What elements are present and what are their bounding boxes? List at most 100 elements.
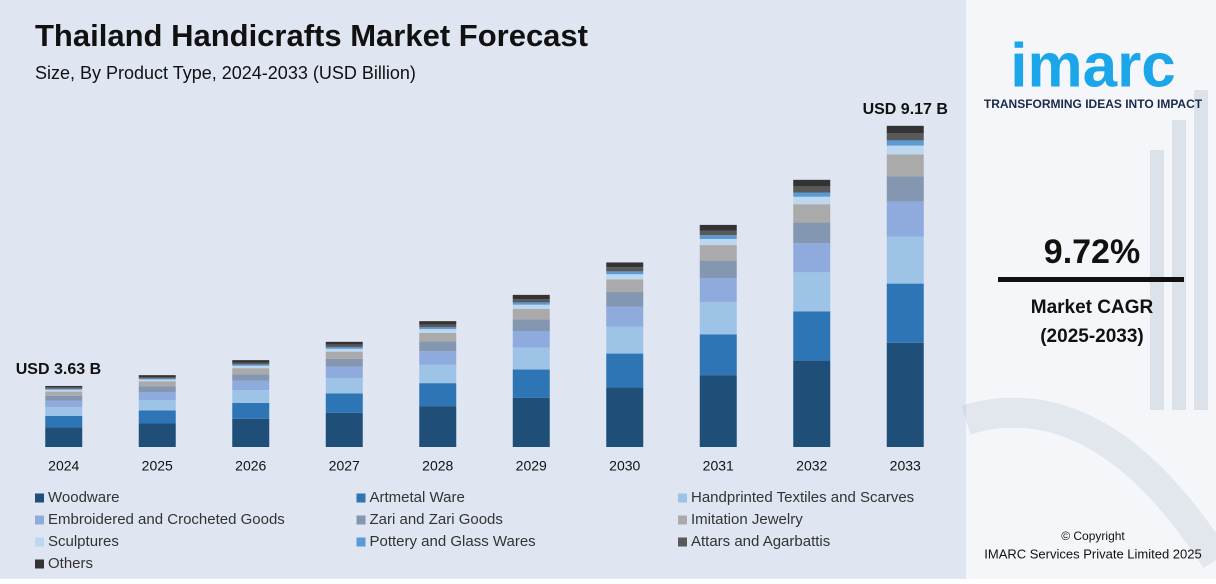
- bar-segment: [512, 299, 550, 303]
- bar-segment: [699, 230, 737, 236]
- bar-segment: [45, 391, 83, 396]
- bar-segment: [419, 324, 457, 328]
- bar-segment: [699, 238, 737, 246]
- bar-segment: [419, 329, 457, 333]
- bar-segment: [45, 385, 83, 388]
- bar-segment: [512, 304, 550, 309]
- bar-segment: [45, 389, 83, 392]
- x-tick-label: 2025: [142, 458, 173, 474]
- legend-label: Embroidered and Crocheted Goods: [48, 511, 285, 528]
- bar-segment: [606, 262, 644, 268]
- legend-label: Attars and Agarbattis: [691, 533, 830, 550]
- bar-segment: [138, 386, 176, 393]
- legend-swatch: [678, 537, 687, 547]
- bar-segment: [419, 383, 457, 407]
- bar-segment: [606, 306, 644, 327]
- bar-segment: [232, 380, 270, 391]
- bar-segment: [419, 364, 457, 384]
- bar-segment: [886, 125, 924, 134]
- bar-segment: [793, 360, 831, 447]
- copyright: © Copyright: [1061, 529, 1125, 543]
- bar-segment: [606, 292, 644, 307]
- bar-segment: [793, 243, 831, 273]
- bar-segment: [699, 245, 737, 261]
- bar-segment: [138, 377, 176, 379]
- bar-segment: [325, 341, 363, 345]
- bar-segment: [886, 154, 924, 177]
- legend-label: Zari and Zari Goods: [370, 511, 503, 528]
- bar-segment: [232, 368, 270, 375]
- bar-segment: [45, 387, 83, 389]
- bar-segment: [325, 366, 363, 378]
- legend-label: Pottery and Glass Wares: [370, 533, 536, 550]
- x-tick-label: 2032: [796, 458, 827, 474]
- legend-swatch: [356, 493, 366, 503]
- bar-segment: [793, 272, 831, 312]
- cagr-period: (2025-2033): [1040, 326, 1144, 347]
- bar-segment: [886, 236, 924, 284]
- legend-swatch: [356, 515, 366, 525]
- bar-segment: [699, 235, 737, 239]
- bar-segment: [793, 204, 831, 223]
- bar-segment: [232, 418, 270, 447]
- bar-segment: [325, 393, 363, 413]
- bar-segment: [886, 176, 924, 202]
- bar-segment: [512, 308, 550, 320]
- bar-segment: [138, 392, 176, 401]
- bar-segment: [138, 423, 176, 447]
- legend-label: Sculptures: [48, 533, 119, 550]
- bar-segment: [793, 186, 831, 193]
- bar-segment: [232, 360, 270, 363]
- bar-segment: [512, 294, 550, 300]
- bar-segment: [793, 192, 831, 197]
- bar-segment: [419, 327, 457, 330]
- legend-label: Imitation Jewelry: [691, 511, 803, 528]
- legend-label: Woodware: [48, 489, 119, 506]
- bar-segment: [419, 406, 457, 447]
- cagr-value: 9.72%: [1044, 233, 1140, 271]
- bar-segment: [45, 400, 83, 408]
- bar-segment: [886, 342, 924, 447]
- legend-swatch: [35, 515, 44, 525]
- bar-segment: [793, 179, 831, 187]
- bar-segment: [138, 381, 176, 387]
- bar-segment: [886, 283, 924, 343]
- bar-segment: [699, 224, 737, 231]
- bar-segment: [606, 267, 644, 272]
- total-label: USD 9.17 B: [863, 101, 948, 118]
- bar-segment: [886, 201, 924, 237]
- legend-swatch: [35, 493, 44, 503]
- legend-label: Handprinted Textiles and Scarves: [691, 489, 914, 506]
- bar-segment: [232, 364, 270, 366]
- bar-segment: [325, 344, 363, 347]
- x-tick-label: 2030: [609, 458, 640, 474]
- logo: imarc: [1010, 31, 1175, 100]
- bar-segment: [138, 375, 176, 378]
- bar-segment: [419, 332, 457, 342]
- legend-swatch: [35, 559, 44, 569]
- tagline: TRANSFORMING IDEAS INTO IMPACT: [984, 97, 1203, 111]
- side-panel: [966, 0, 1216, 579]
- bar-segment: [699, 260, 737, 278]
- bar-segment: [45, 388, 83, 390]
- bar-segment: [793, 311, 831, 361]
- x-tick-label: 2031: [703, 458, 734, 474]
- bar-segment: [606, 279, 644, 293]
- bar-segment: [138, 410, 176, 424]
- bar-segment: [793, 196, 831, 205]
- chart-subtitle: Size, By Product Type, 2024-2033 (USD Bi…: [35, 63, 416, 83]
- bar-segment: [699, 334, 737, 376]
- bar-segment: [45, 427, 83, 447]
- bar-segment: [325, 348, 363, 352]
- bar-segment: [512, 319, 550, 332]
- bar-segment: [512, 331, 550, 348]
- bar-segment: [232, 390, 270, 403]
- legend-swatch: [356, 537, 366, 547]
- bar-segment: [606, 274, 644, 280]
- bar-segment: [232, 362, 270, 365]
- bar-segment: [512, 302, 550, 305]
- bar-segment: [419, 321, 457, 325]
- cagr-label: Market CAGR: [1031, 297, 1154, 318]
- bar-segment: [699, 277, 737, 302]
- x-tick-label: 2026: [235, 458, 266, 474]
